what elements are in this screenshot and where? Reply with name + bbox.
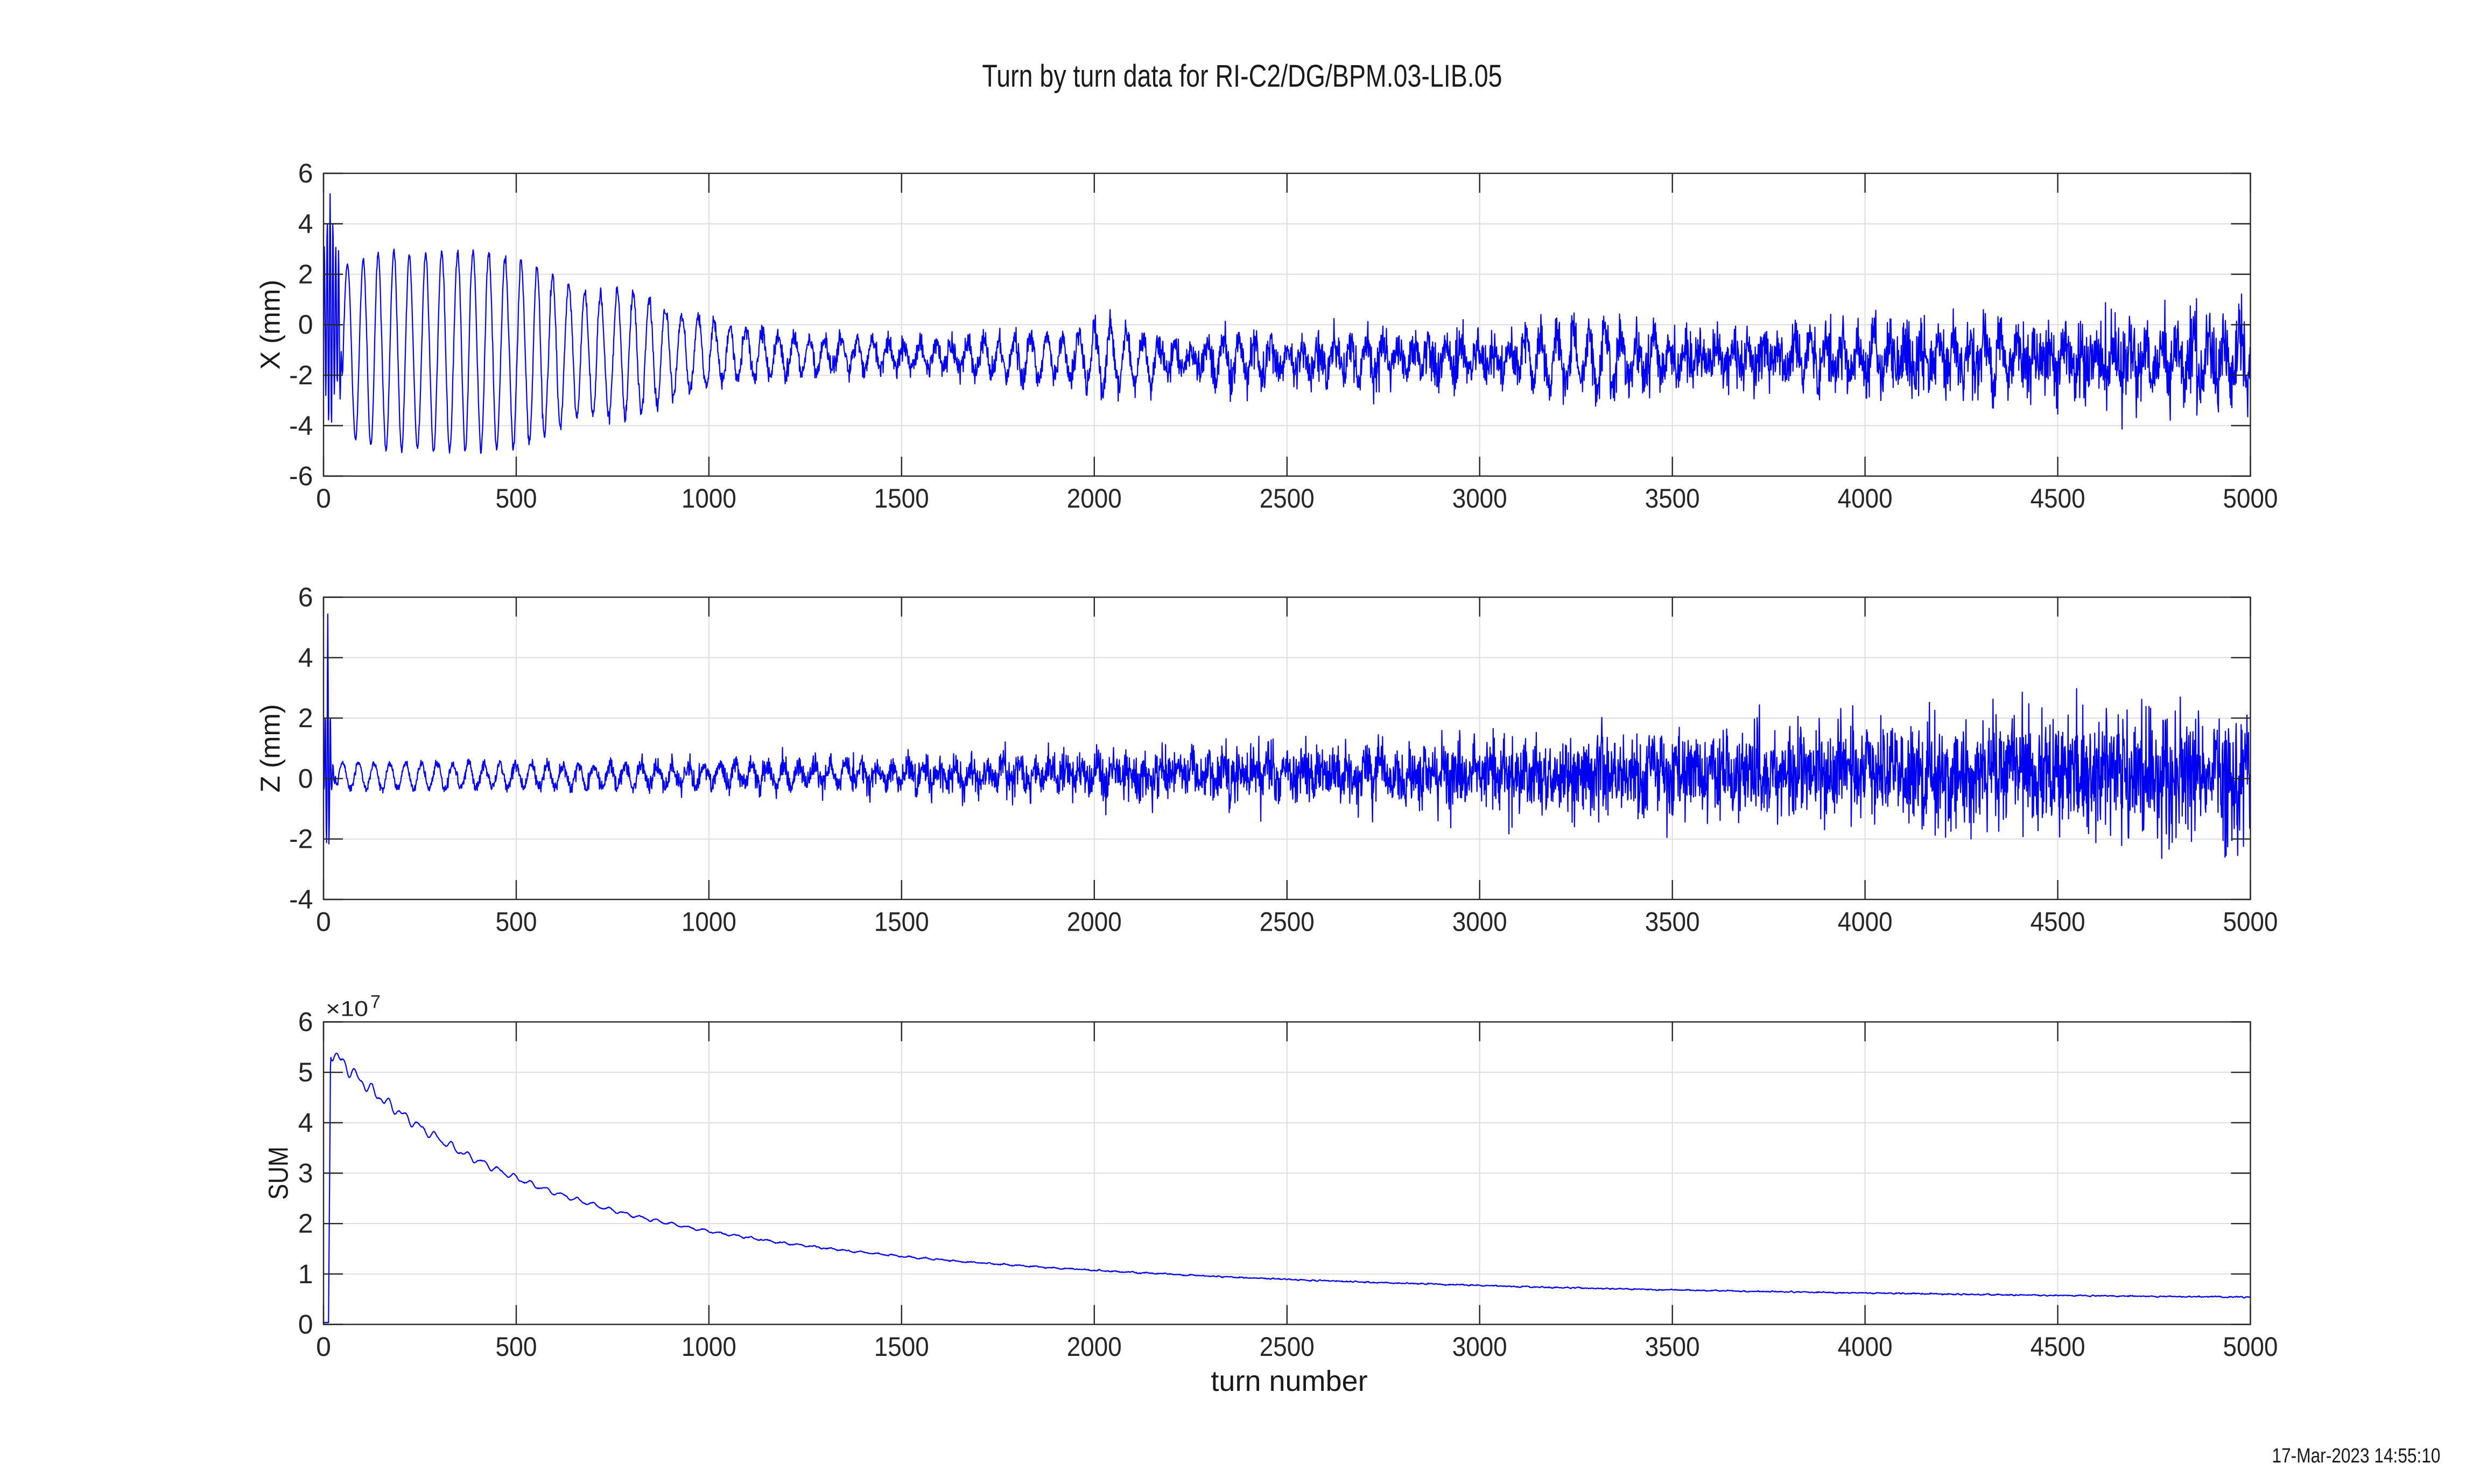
svg-text:4: 4 (298, 1108, 313, 1138)
svg-text:4500: 4500 (2031, 483, 2085, 514)
svg-text:2500: 2500 (1260, 483, 1315, 514)
svg-text:1500: 1500 (874, 1332, 929, 1362)
svg-text:3: 3 (298, 1158, 313, 1188)
svg-text:0: 0 (316, 907, 331, 937)
svg-text:2000: 2000 (1067, 483, 1122, 514)
svg-text:4500: 4500 (2031, 1332, 2085, 1362)
svg-text:1500: 1500 (874, 907, 929, 937)
svg-text:-4: -4 (289, 884, 313, 915)
svg-text:2500: 2500 (1260, 1332, 1315, 1362)
svg-text:0: 0 (298, 310, 313, 340)
svg-text:2: 2 (298, 1208, 313, 1239)
svg-text:4000: 4000 (1838, 483, 1893, 514)
svg-text:500: 500 (496, 483, 537, 514)
svg-text:1000: 1000 (682, 483, 736, 514)
svg-text:500: 500 (496, 1332, 537, 1362)
svg-text:Turn by turn data for RI-C2/DG: Turn by turn data for RI-C2/DG/BPM.03-LI… (982, 59, 1502, 94)
svg-text:1000: 1000 (682, 1332, 736, 1362)
svg-text:500: 500 (496, 907, 537, 937)
svg-text:3500: 3500 (1645, 907, 1700, 937)
svg-text:0: 0 (316, 483, 331, 514)
svg-text:1500: 1500 (874, 483, 929, 514)
svg-text:0: 0 (316, 1332, 331, 1362)
svg-text:3000: 3000 (1452, 483, 1507, 514)
svg-text:3000: 3000 (1452, 1332, 1507, 1362)
svg-text:2000: 2000 (1067, 907, 1122, 937)
svg-text:6: 6 (298, 582, 313, 613)
svg-text:0: 0 (298, 763, 313, 793)
svg-text:1000: 1000 (682, 907, 736, 937)
svg-text:Z (mm): Z (mm) (255, 704, 286, 792)
svg-text:turn number: turn number (1211, 1365, 1367, 1397)
svg-text:5000: 5000 (2223, 1332, 2278, 1362)
svg-text:-6: -6 (289, 461, 313, 491)
svg-text:3500: 3500 (1645, 1332, 1700, 1362)
svg-text:2: 2 (298, 703, 313, 733)
svg-text:5: 5 (298, 1057, 313, 1087)
svg-text:6: 6 (298, 158, 313, 188)
svg-text:3500: 3500 (1645, 483, 1700, 514)
svg-text:0: 0 (298, 1310, 313, 1340)
svg-text:4000: 4000 (1838, 907, 1893, 937)
svg-text:X (mm): X (mm) (255, 280, 286, 370)
svg-text:4: 4 (298, 643, 313, 673)
svg-text:×10: ×10 (326, 997, 368, 1021)
svg-text:3000: 3000 (1452, 907, 1507, 937)
svg-text:17-Mar-2023 14:55:10: 17-Mar-2023 14:55:10 (2272, 1445, 2441, 1467)
svg-text:-4: -4 (289, 411, 313, 441)
svg-text:4500: 4500 (2031, 907, 2085, 937)
svg-text:7: 7 (370, 991, 381, 1012)
svg-text:6: 6 (298, 1007, 313, 1037)
svg-text:5000: 5000 (2223, 907, 2278, 937)
svg-text:SUM: SUM (263, 1147, 294, 1200)
svg-text:2000: 2000 (1067, 1332, 1122, 1362)
svg-text:-2: -2 (289, 824, 313, 854)
svg-text:4000: 4000 (1838, 1332, 1893, 1362)
svg-text:1: 1 (298, 1259, 313, 1289)
svg-text:2500: 2500 (1260, 907, 1315, 937)
svg-text:2: 2 (298, 259, 313, 290)
svg-text:-2: -2 (289, 360, 313, 390)
svg-text:4: 4 (298, 209, 313, 239)
svg-text:5000: 5000 (2223, 483, 2278, 514)
